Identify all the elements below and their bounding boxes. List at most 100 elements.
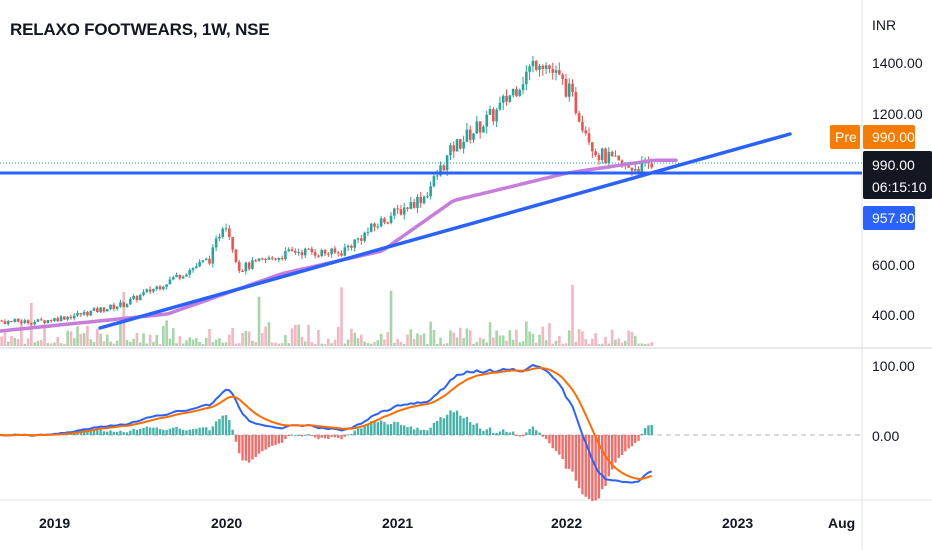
volume-bar: [267, 322, 271, 346]
volume-bar: [594, 333, 597, 346]
volume-bar: [541, 326, 545, 346]
histogram-bar: [102, 431, 106, 435]
ascending-trendline[interactable]: [98, 132, 792, 330]
histogram-bar: [228, 420, 231, 435]
candle-body: [439, 165, 442, 176]
candle-body: [327, 253, 330, 255]
volume-bar: [650, 342, 654, 346]
candle-body: [637, 169, 640, 173]
histogram-bar: [581, 435, 584, 495]
histogram-bar: [370, 421, 373, 435]
candle-body: [198, 261, 201, 267]
volume-bar: [218, 338, 221, 346]
candle-body: [610, 151, 614, 157]
histogram-bar: [614, 435, 617, 463]
volume-bar: [63, 343, 66, 346]
histogram-bar: [360, 428, 363, 435]
volume-bar: [538, 334, 541, 346]
volume-bar: [72, 338, 76, 346]
volume-bar: [228, 334, 231, 346]
histogram-bar: [287, 435, 290, 436]
volume-bar: [452, 332, 456, 346]
volume-bar: [564, 343, 568, 346]
volume-bar: [604, 336, 607, 346]
volume-bar: [544, 340, 548, 346]
candle-body: [343, 247, 347, 256]
histogram-bar: [356, 428, 360, 435]
histogram-bar: [172, 427, 175, 435]
histogram-bar: [109, 430, 112, 435]
volume-bar: [171, 328, 175, 346]
histogram-bar: [587, 435, 591, 500]
candle-body: [178, 275, 182, 279]
histogram-bar: [208, 430, 211, 435]
candle-body: [0, 320, 3, 322]
macd-histogram: [0, 410, 653, 501]
candle-body: [72, 315, 76, 319]
histogram-bar: [353, 430, 356, 435]
volume-bar: [548, 322, 551, 346]
volume-bar: [181, 343, 185, 346]
candle-body: [277, 257, 281, 260]
volume-bar: [82, 333, 86, 346]
candle-body: [69, 316, 73, 319]
histogram-bar: [541, 435, 545, 437]
candle-body: [89, 310, 93, 316]
candle-body: [23, 320, 27, 323]
histogram-bar: [455, 410, 459, 435]
histogram-bar: [333, 435, 337, 438]
histogram-bar: [502, 429, 505, 435]
candle-body: [254, 260, 258, 262]
histogram-bar: [495, 432, 498, 435]
volume-bar: [96, 328, 99, 346]
volume-bar: [320, 343, 324, 346]
candle-body: [145, 289, 149, 293]
histogram-bar: [158, 429, 162, 435]
volume-bar: [518, 342, 522, 346]
histogram-bar: [650, 424, 653, 435]
histogram-bar: [106, 431, 109, 435]
volume-bar: [409, 329, 413, 346]
volume-bar: [607, 343, 611, 346]
volume-bar: [422, 333, 426, 346]
volume-bar: [439, 337, 442, 346]
volume-bar: [429, 321, 432, 346]
volume-bar: [257, 296, 261, 346]
volume-bar: [455, 337, 459, 346]
histogram-bar: [406, 427, 409, 435]
histogram-bar: [294, 434, 297, 436]
histogram-bar: [548, 435, 551, 444]
volume-bar: [297, 324, 300, 346]
price-tick: 400.00: [872, 307, 915, 323]
candle-body: [373, 223, 376, 227]
volume-bar: [561, 343, 564, 346]
candle-body: [627, 164, 630, 168]
volume-bar: [435, 343, 439, 346]
candle-body: [383, 218, 386, 223]
candle-body: [162, 286, 165, 290]
histogram-bar: [188, 429, 191, 435]
premarket-tag: Pre 990.00: [830, 125, 915, 149]
volume-bar: [277, 343, 281, 346]
histogram-bar: [224, 415, 228, 435]
volume-bar: [208, 328, 211, 346]
volume-bar: [640, 343, 644, 346]
histogram-bar: [416, 427, 419, 435]
histogram-bar: [442, 418, 446, 435]
histogram-bar: [300, 435, 304, 437]
candle-body: [630, 167, 634, 171]
candle-body: [204, 258, 208, 261]
volume-bar: [195, 338, 198, 346]
volume-bar: [284, 335, 287, 346]
candle-body: [498, 102, 502, 110]
volume-bar: [214, 339, 218, 346]
candle-body: [406, 207, 409, 209]
candle-body: [30, 323, 33, 325]
volume-bar: [571, 284, 574, 346]
volume-bar: [485, 342, 489, 346]
candle-body: [574, 92, 578, 114]
candle-body: [650, 163, 654, 168]
histogram-bar: [643, 427, 647, 435]
volume-bar: [336, 326, 340, 346]
